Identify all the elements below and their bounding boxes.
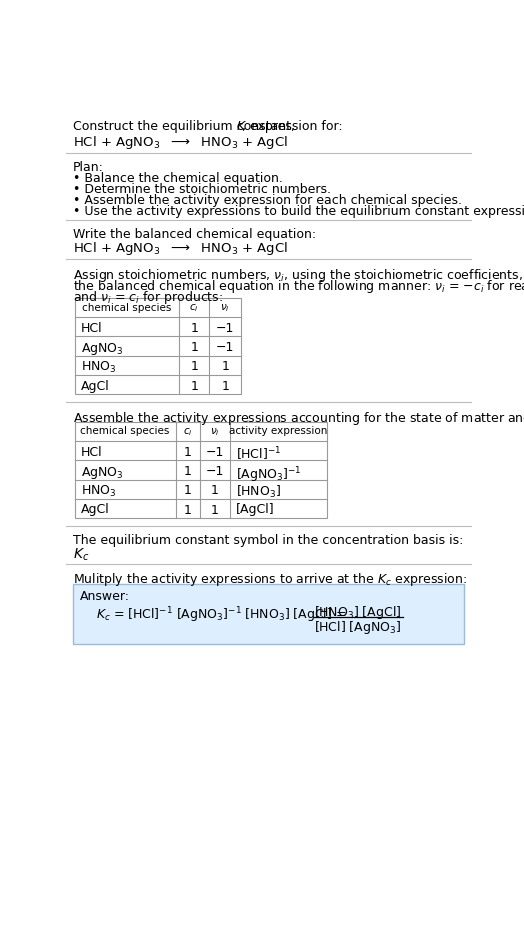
Text: [HNO$_3$] [AgCl]: [HNO$_3$] [AgCl]	[314, 604, 402, 621]
Text: $\nu_i$: $\nu_i$	[210, 426, 220, 438]
Text: Mulitply the activity expressions to arrive at the $K_c$ expression:: Mulitply the activity expressions to arr…	[73, 571, 467, 588]
Text: Assemble the activity expressions accounting for the state of matter and $\nu_i$: Assemble the activity expressions accoun…	[73, 410, 524, 426]
Text: HCl + AgNO$_3$  $\longrightarrow$  HNO$_3$ + AgCl: HCl + AgNO$_3$ $\longrightarrow$ HNO$_3$…	[73, 240, 288, 257]
Text: [HCl] [AgNO$_3$]: [HCl] [AgNO$_3$]	[314, 619, 402, 636]
Text: AgNO$_3$: AgNO$_3$	[81, 341, 124, 357]
Text: −1: −1	[206, 465, 224, 478]
Text: 1: 1	[190, 380, 198, 393]
Text: HNO$_3$: HNO$_3$	[81, 484, 116, 499]
Text: 1: 1	[184, 446, 192, 458]
Text: 1: 1	[184, 504, 192, 516]
Text: 1: 1	[184, 484, 192, 497]
Bar	[75, 298, 242, 394]
Text: • Balance the chemical equation.: • Balance the chemical equation.	[73, 173, 283, 185]
Text: Answer:: Answer:	[80, 589, 129, 603]
Text: activity expression: activity expression	[229, 426, 328, 437]
Text: 1: 1	[190, 361, 198, 373]
Text: 1: 1	[211, 484, 219, 497]
Text: Plan:: Plan:	[73, 160, 104, 174]
Text: the balanced chemical equation in the following manner: $\nu_i$ = $-c_i$ for rea: the balanced chemical equation in the fo…	[73, 278, 524, 295]
Text: −1: −1	[216, 322, 234, 335]
Text: $K_c$: $K_c$	[73, 547, 90, 563]
Text: 1: 1	[221, 361, 229, 373]
Text: [HNO$_3$]: [HNO$_3$]	[236, 484, 281, 500]
Text: 1: 1	[190, 322, 198, 335]
Text: AgNO$_3$: AgNO$_3$	[81, 465, 124, 481]
Text: , expression for:: , expression for:	[242, 120, 343, 133]
Text: [AgNO$_3$]$^{-1}$: [AgNO$_3$]$^{-1}$	[236, 465, 302, 485]
Text: $c_i$: $c_i$	[183, 426, 193, 438]
Text: chemical species: chemical species	[82, 303, 172, 312]
Text: • Assemble the activity expression for each chemical species.: • Assemble the activity expression for e…	[73, 194, 462, 207]
Text: HCl + AgNO$_3$  $\longrightarrow$  HNO$_3$ + AgCl: HCl + AgNO$_3$ $\longrightarrow$ HNO$_3$…	[73, 134, 288, 151]
Text: 1: 1	[190, 341, 198, 354]
Text: • Use the activity expressions to build the equilibrium constant expression.: • Use the activity expressions to build …	[73, 205, 524, 217]
Text: Write the balanced chemical equation:: Write the balanced chemical equation:	[73, 228, 316, 241]
Text: The equilibrium constant symbol in the concentration basis is:: The equilibrium constant symbol in the c…	[73, 533, 464, 547]
Text: 1: 1	[184, 465, 192, 478]
Text: $c_i$: $c_i$	[189, 303, 199, 314]
Text: AgCl: AgCl	[81, 380, 110, 393]
Text: −1: −1	[216, 341, 234, 354]
Text: K: K	[237, 120, 245, 133]
Text: chemical species: chemical species	[81, 426, 170, 437]
Text: and $\nu_i$ = $c_i$ for products:: and $\nu_i$ = $c_i$ for products:	[73, 288, 223, 306]
Bar	[73, 584, 464, 643]
Text: $\nu_i$: $\nu_i$	[220, 303, 230, 314]
Text: Construct the equilibrium constant,: Construct the equilibrium constant,	[73, 120, 299, 133]
Text: • Determine the stoichiometric numbers.: • Determine the stoichiometric numbers.	[73, 183, 331, 196]
Bar	[75, 422, 326, 518]
Text: −1: −1	[206, 446, 224, 458]
Text: $K_c$ = [HCl]$^{-1}$ [AgNO$_3$]$^{-1}$ [HNO$_3$] [AgCl] =: $K_c$ = [HCl]$^{-1}$ [AgNO$_3$]$^{-1}$ […	[96, 605, 348, 624]
Text: HCl: HCl	[81, 446, 103, 458]
Text: 1: 1	[211, 504, 219, 516]
Text: HCl: HCl	[81, 322, 103, 335]
Text: Assign stoichiometric numbers, $\nu_i$, using the stoichiometric coefficients, $: Assign stoichiometric numbers, $\nu_i$, …	[73, 267, 524, 284]
Text: HNO$_3$: HNO$_3$	[81, 361, 116, 376]
Text: AgCl: AgCl	[81, 504, 110, 516]
Text: [AgCl]: [AgCl]	[236, 504, 275, 516]
Text: [HCl]$^{-1}$: [HCl]$^{-1}$	[236, 446, 281, 463]
Text: 1: 1	[221, 380, 229, 393]
